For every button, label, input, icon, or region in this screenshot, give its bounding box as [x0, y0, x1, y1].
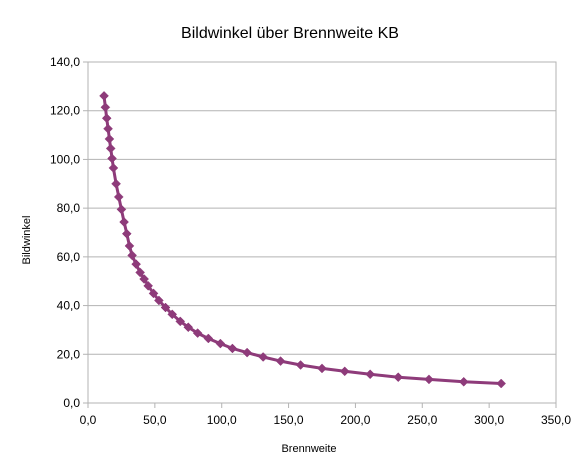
grid-lines — [88, 61, 556, 404]
data-point-marker — [148, 288, 159, 299]
data-point-marker — [203, 333, 214, 344]
data-point-marker — [104, 134, 115, 144]
data-point-marker — [227, 343, 238, 354]
data-point-marker — [339, 366, 350, 377]
data-point-marker — [365, 369, 375, 380]
y-tick-label: 120,0 — [50, 104, 80, 118]
data-point-marker — [258, 352, 269, 362]
data-point-marker — [160, 302, 171, 313]
data-point-marker — [103, 123, 113, 134]
y-tick-label: 80,0 — [57, 201, 81, 215]
x-tick-label: 0,0 — [80, 413, 97, 427]
data-point-marker — [215, 338, 226, 349]
data-point-marker — [496, 378, 507, 389]
y-axis-ticks: 0,0 20,0 40,0 60,0 80,0 100,0 120,0 140,0 — [50, 55, 88, 410]
y-tick-label: 20,0 — [57, 347, 81, 361]
data-point-marker — [154, 295, 164, 306]
x-tick-label: 150,0 — [274, 413, 304, 427]
data-point-marker — [124, 241, 135, 251]
data-point-marker — [100, 102, 111, 113]
data-point-marker — [139, 274, 150, 284]
series-line — [102, 95, 502, 385]
data-point-marker — [143, 280, 154, 291]
data-point-marker — [108, 163, 119, 173]
data-point-marker — [167, 309, 178, 320]
x-tick-label: 300,0 — [474, 413, 504, 427]
data-point-marker — [116, 204, 127, 215]
data-point-marker — [105, 143, 116, 154]
data-point-marker — [393, 372, 404, 383]
data-point-marker — [242, 347, 252, 358]
data-point-marker — [183, 322, 194, 333]
x-tick-label: 250,0 — [407, 413, 437, 427]
x-tick-label: 50,0 — [143, 413, 167, 427]
y-tick-label: 140,0 — [50, 55, 80, 69]
series-group — [99, 91, 507, 389]
y-axis-title: Bildwinkel — [21, 216, 33, 265]
data-point-marker — [458, 376, 469, 387]
data-point-marker — [99, 91, 109, 101]
y-tick-label: 40,0 — [57, 299, 81, 313]
data-point-marker — [192, 328, 203, 338]
x-axis-title: Brennweite — [281, 443, 336, 455]
x-tick-label: 100,0 — [207, 413, 237, 427]
y-tick-label: 100,0 — [50, 152, 80, 166]
data-point-marker — [317, 363, 327, 374]
data-point-marker — [127, 250, 137, 261]
data-point-marker — [121, 228, 132, 239]
y-tick-label: 0,0 — [63, 396, 80, 410]
data-point-marker — [131, 259, 141, 270]
data-point-marker — [113, 192, 124, 202]
data-point-marker — [111, 178, 121, 189]
data-point-marker — [119, 217, 129, 227]
data-point-marker — [424, 374, 434, 385]
data-point-marker — [107, 153, 117, 164]
data-point-marker — [295, 360, 306, 370]
x-tick-label: 200,0 — [340, 413, 370, 427]
data-point-marker — [275, 356, 286, 366]
data-point-marker — [175, 316, 186, 327]
x-tick-label: 350,0 — [541, 413, 571, 427]
chart-title: Bildwinkel über Brennweite KB — [181, 25, 399, 42]
data-point-marker — [135, 267, 146, 278]
x-axis-ticks: 0,0 50,0 100,0 150,0 200,0 250,0 300,0 350,0 — [80, 403, 571, 427]
plot-area — [87, 61, 557, 404]
y-tick-label: 60,0 — [57, 250, 81, 264]
data-point-marker — [101, 113, 112, 124]
